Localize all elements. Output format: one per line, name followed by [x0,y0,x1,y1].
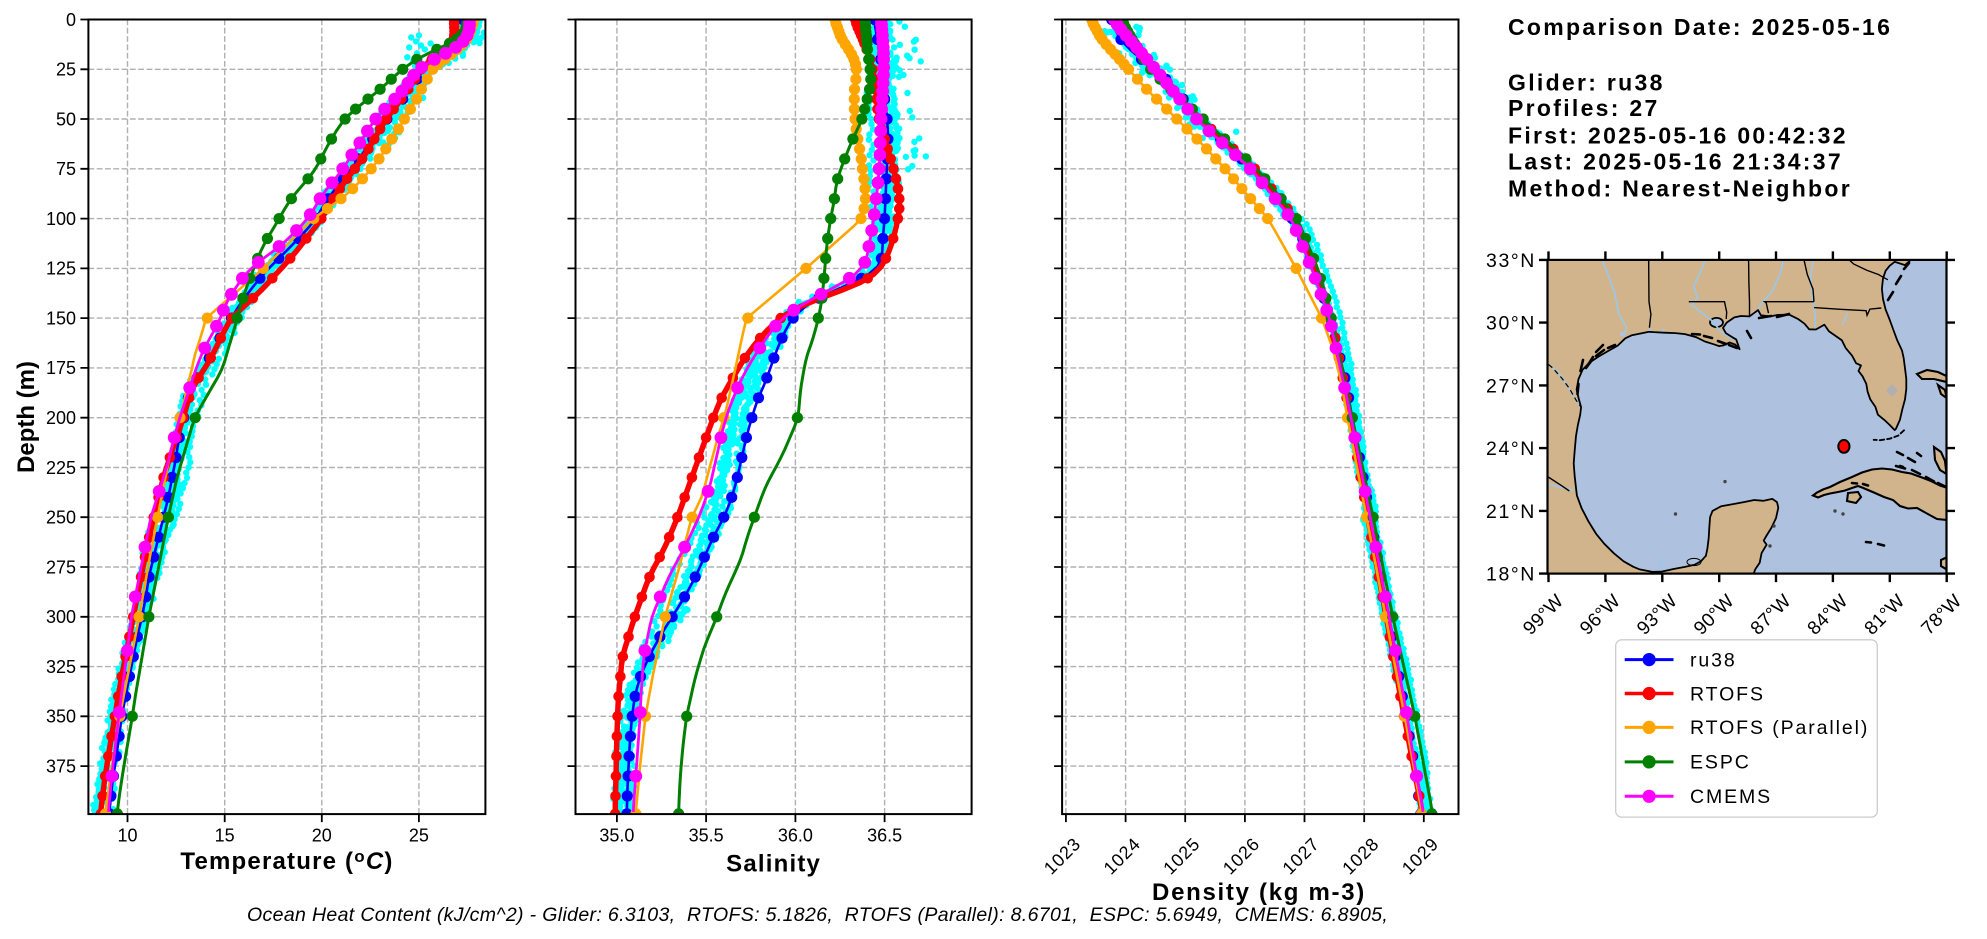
svg-text:27°N: 27°N [1486,375,1536,397]
svg-text:18°N: 18°N [1486,564,1536,586]
svg-text:RTOFS: RTOFS [1690,683,1765,705]
svg-text:225: 225 [46,458,76,478]
svg-text:50: 50 [56,109,76,129]
svg-text:Last: 2025-05-16 21:34:37: Last: 2025-05-16 21:34:37 [1508,149,1843,175]
svg-text:35.0: 35.0 [599,826,634,846]
svg-text:RTOFS (Parallel): RTOFS (Parallel) [1690,717,1869,739]
svg-text:Ocean Heat Content (kJ/cm^2) -: Ocean Heat Content (kJ/cm^2) - Glider: 6… [247,904,1388,926]
svg-text:200: 200 [46,408,76,428]
svg-text:30°N: 30°N [1486,313,1536,335]
svg-text:10: 10 [117,826,137,846]
svg-text:375: 375 [46,756,76,776]
svg-text:100: 100 [46,209,76,229]
svg-text:21°N: 21°N [1486,501,1536,523]
svg-text:275: 275 [46,557,76,577]
svg-text:First: 2025-05-16 00:42:32: First: 2025-05-16 00:42:32 [1508,123,1848,149]
svg-text:0: 0 [66,10,76,30]
svg-text:Salinity: Salinity [726,851,821,878]
svg-text:CMEMS: CMEMS [1690,786,1772,808]
svg-text:25: 25 [409,826,429,846]
svg-text:15: 15 [215,826,235,846]
svg-text:Method: Nearest-Neighbor: Method: Nearest-Neighbor [1508,176,1852,202]
svg-text:250: 250 [46,508,76,528]
svg-text:25: 25 [56,60,76,80]
svg-text:Glider: ru38: Glider: ru38 [1508,70,1665,96]
svg-text:350: 350 [46,707,76,727]
svg-text:ru38: ru38 [1690,649,1737,671]
svg-text:Profiles: 27: Profiles: 27 [1508,95,1660,121]
svg-text:20: 20 [312,826,332,846]
svg-text:ESPC: ESPC [1690,752,1751,774]
svg-text:Density (kg m-3): Density (kg m-3) [1152,879,1366,906]
svg-text:150: 150 [46,308,76,328]
svg-text:24°N: 24°N [1486,438,1536,460]
svg-text:35.5: 35.5 [689,826,724,846]
svg-text:300: 300 [46,607,76,627]
svg-text:36.0: 36.0 [778,826,813,846]
svg-text:36.5: 36.5 [867,826,902,846]
svg-text:175: 175 [46,358,76,378]
svg-text:Depth (m): Depth (m) [13,361,40,473]
svg-text:Comparison Date: 2025-05-16: Comparison Date: 2025-05-16 [1508,14,1892,40]
svg-text:325: 325 [46,657,76,677]
svg-text:33°N: 33°N [1486,250,1536,272]
svg-text:125: 125 [46,259,76,279]
svg-text:75: 75 [56,159,76,179]
